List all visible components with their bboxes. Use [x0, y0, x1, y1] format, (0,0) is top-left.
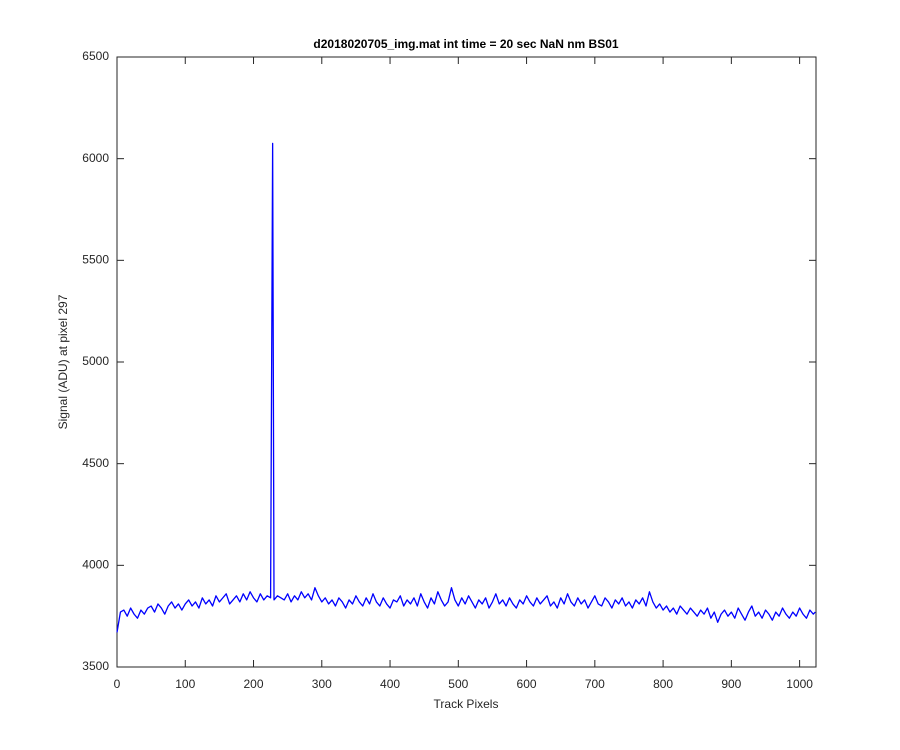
x-tick-label: 900: [721, 677, 741, 691]
x-tick-label: 1000: [786, 677, 813, 691]
x-tick-label: 800: [653, 677, 673, 691]
x-tick-label: 100: [175, 677, 195, 691]
x-tick-label: 500: [448, 677, 468, 691]
x-tick-label: 400: [380, 677, 400, 691]
y-tick-label: 6500: [82, 49, 109, 63]
y-tick-label: 4000: [82, 558, 109, 572]
y-tick-label: 5000: [82, 354, 109, 368]
y-tick-label: 3500: [82, 659, 109, 673]
data-line: [116, 142, 816, 633]
y-tick-label: 6000: [82, 151, 109, 165]
y-tick-label: 4500: [82, 456, 109, 470]
x-tick-label: 300: [312, 677, 332, 691]
x-tick-label: 200: [244, 677, 264, 691]
x-tick-label: 0: [114, 677, 121, 691]
x-tick-label: 600: [517, 677, 537, 691]
chart-title: d2018020705_img.mat int time = 20 sec Na…: [313, 37, 618, 51]
axes-box: [116, 56, 817, 668]
x-tick-label: 700: [585, 677, 605, 691]
x-axis-label: Track Pixels: [434, 697, 499, 711]
y-tick-label: 5500: [82, 253, 109, 267]
y-axis-label: Signal (ADU) at pixel 297: [56, 294, 70, 429]
